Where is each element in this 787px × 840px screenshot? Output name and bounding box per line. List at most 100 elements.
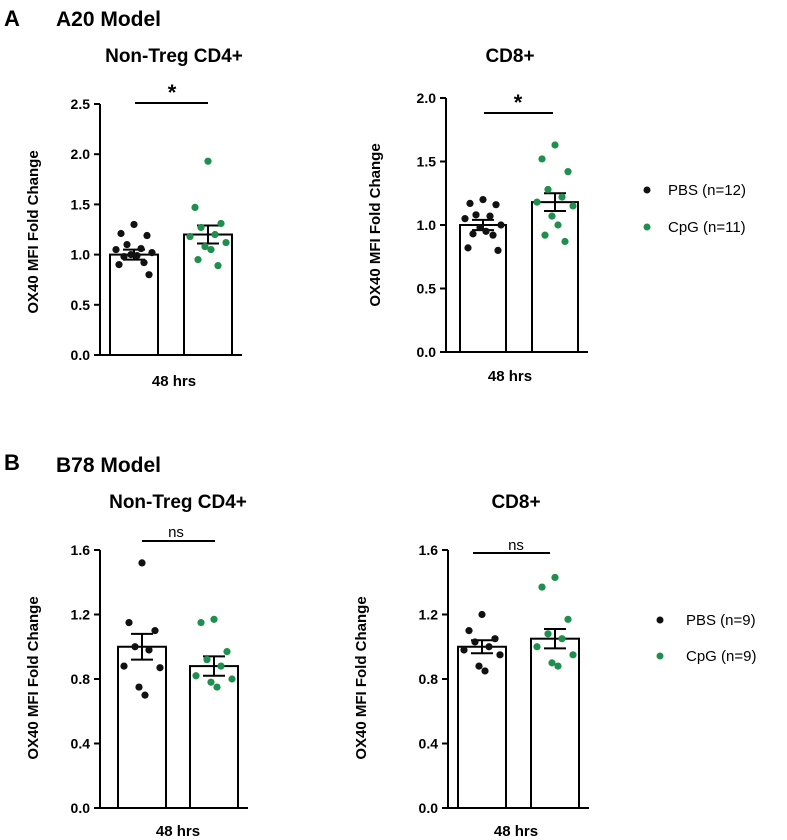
chart0-point-cpg <box>191 203 199 212</box>
chart1-point-pbs <box>464 244 472 252</box>
chart0-ytick-label: 0.5 <box>71 297 91 313</box>
chart2-point-pbs <box>138 559 146 567</box>
chart3-point-cpg <box>569 651 577 659</box>
chart1-point-cpg <box>533 198 541 206</box>
ylabel-b-cd4: OX40 MFI Fold Change <box>25 596 42 759</box>
chart0-point-pbs <box>117 229 125 238</box>
chart1-point-cpg <box>569 202 577 210</box>
significance-a-cd8: * <box>514 90 523 115</box>
legend-label-a-pbs: PBS (n=12) <box>668 182 746 199</box>
chart2-ytick-label: 1.2 <box>71 607 91 623</box>
chart0-ytick-label: 2.5 <box>71 96 91 112</box>
chart3-ytick-label: 1.6 <box>419 542 439 558</box>
chart0-point-pbs <box>137 244 145 253</box>
significance-b-cd8: ns <box>508 537 524 554</box>
chart2-point-pbs <box>151 627 159 635</box>
chart1-point-cpg <box>538 155 546 163</box>
chart2-ytick-label: 0.4 <box>71 736 91 752</box>
xlabel-b-cd8: 48 hrs <box>494 823 538 840</box>
chart0-point-pbs <box>130 220 138 229</box>
chart0-point-pbs <box>140 259 148 267</box>
chart1-ytick-label: 1.0 <box>417 217 437 233</box>
chart1-point-cpg <box>564 168 572 176</box>
chart2-point-cpg <box>203 656 211 664</box>
chart-title-a-cd8: CD8+ <box>485 46 534 67</box>
chart0-bar-pbs <box>109 253 159 357</box>
chart2-point-pbs <box>120 662 128 670</box>
significance-b-cd4: ns <box>168 524 184 541</box>
ylabel-b-cd8: OX40 MFI Fold Change <box>353 596 370 759</box>
panel-letter-b: B <box>4 450 20 475</box>
chart-title-b-cd4: Non-Treg CD4+ <box>109 492 247 513</box>
chart1-ytick-label: 2.0 <box>417 90 437 106</box>
legend-marker-b-pbs <box>656 616 664 624</box>
chart3-ytick-label: 0.0 <box>419 800 439 816</box>
panel-letter-a: A <box>4 6 20 31</box>
chart-title-a-cd4: Non-Treg CD4+ <box>105 46 243 67</box>
chart0-point-pbs <box>143 231 151 240</box>
chart1-point-cpg <box>548 212 556 220</box>
chart0-point-pbs <box>123 240 131 249</box>
chart0-point-pbs <box>115 261 123 269</box>
chart0-ytick-label: 0.0 <box>71 347 91 363</box>
ylabel-a-cd8: OX40 MFI Fold Change <box>367 143 384 306</box>
chart1-point-cpg <box>554 221 562 229</box>
chart0-point-pbs <box>133 252 141 260</box>
chart2-point-cpg <box>192 672 200 680</box>
chart0-point-cpg <box>211 230 219 239</box>
chart0-ytick-label: 2.0 <box>71 146 91 162</box>
chart2-point-cpg <box>228 675 236 683</box>
chart0-point-cpg <box>204 157 212 165</box>
legend-marker-a-pbs <box>643 186 651 194</box>
chart2-bar-cpg <box>189 665 239 809</box>
chart0-point-pbs <box>148 248 156 257</box>
chart0-point-pbs <box>127 251 135 259</box>
chart0-point-pbs <box>112 245 120 254</box>
chart0-point-pbs <box>120 253 128 261</box>
chart1-bar-cpg <box>531 201 579 353</box>
legend-label-b-cpg: CpG (n=9) <box>686 648 756 665</box>
chart0-point-cpg <box>222 238 230 247</box>
chart1-point-pbs <box>497 221 505 229</box>
xlabel-a-cd4: 48 hrs <box>152 373 196 390</box>
chart1-point-pbs <box>479 196 487 204</box>
chart3-point-cpg <box>558 635 566 643</box>
legend-label-b-pbs: PBS (n=9) <box>686 612 756 629</box>
chart2-point-cpg <box>223 647 231 656</box>
chart2-point-pbs <box>125 618 133 627</box>
chart2-point-pbs <box>135 683 143 691</box>
chart2-point-pbs <box>131 643 139 651</box>
chart1-ytick-label: 0.0 <box>417 344 437 360</box>
chart3-bar-pbs <box>457 645 507 809</box>
chart1-point-cpg <box>544 185 552 194</box>
chart1-point-pbs <box>492 201 500 209</box>
chart3-point-pbs <box>491 635 499 643</box>
legend-marker-b-cpg <box>656 652 664 660</box>
chart3-point-cpg <box>533 643 541 651</box>
chart3-point-cpg <box>551 573 559 582</box>
chart-marks: 0.0 0.5 1.0 1.5 2.0 2.5 0.0 0.5 1.0 1.5 2.0 0.0 0.4 0… <box>71 90 589 816</box>
model-title-b: B78 Model <box>56 454 161 477</box>
chart0-point-cpg <box>186 232 194 241</box>
chart1-point-cpg <box>541 231 549 239</box>
ylabel-a-cd4: OX40 MFI Fold Change <box>25 150 42 313</box>
chart3-point-pbs <box>471 638 479 646</box>
chart3-point-pbs <box>496 651 504 659</box>
chart3-point-cpg <box>548 659 556 667</box>
chart1-point-cpg <box>551 141 559 149</box>
chart1-point-pbs <box>476 223 484 232</box>
model-title-a: A20 Model <box>56 8 161 31</box>
chart3-point-pbs <box>475 662 483 670</box>
chart0-ytick-label: 1.5 <box>71 196 91 212</box>
chart3-point-pbs <box>481 667 489 675</box>
significance-a-cd4: * <box>168 80 177 105</box>
chart2-point-cpg <box>217 662 225 670</box>
chart2-point-cpg <box>197 618 205 627</box>
chart0-point-cpg <box>201 242 209 251</box>
chart3-point-cpg <box>554 662 562 670</box>
chart-title-b-cd8: CD8+ <box>491 492 540 513</box>
chart0-ytick-label: 1.0 <box>71 247 91 263</box>
chart3-point-pbs <box>485 643 493 651</box>
chart2-point-pbs <box>156 664 164 672</box>
